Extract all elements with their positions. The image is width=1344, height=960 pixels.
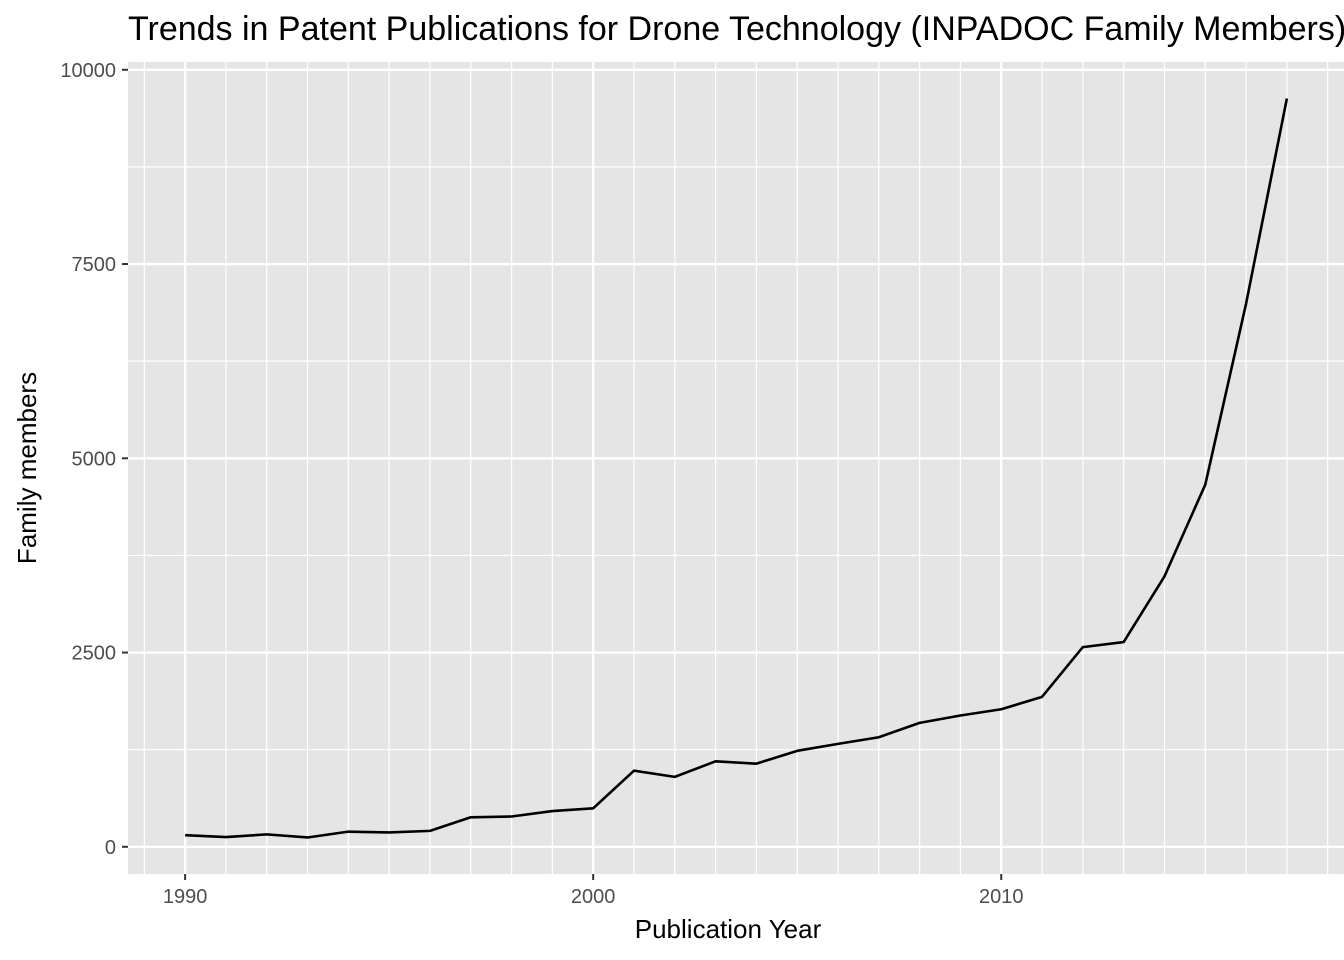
- series-line: [185, 98, 1289, 839]
- y-axis-title: Family members: [12, 372, 42, 564]
- chart-title: Trends in Patent Publications for Drone …: [128, 10, 1344, 48]
- x-axis-title: Publication Year: [635, 914, 822, 944]
- y-tick-label: 2500: [72, 643, 117, 665]
- y-tick-label: 7500: [72, 254, 117, 276]
- major-gridlines: [128, 62, 1344, 874]
- y-tick-label: 5000: [72, 448, 117, 470]
- x-tick-label: 1990: [163, 886, 208, 908]
- axes-layer: 1990 2000 2010 0 2500 5000 7500 10000: [60, 60, 1023, 908]
- y-tick-label: 10000: [60, 60, 116, 82]
- x-tick-label: 2000: [571, 886, 616, 908]
- minor-gridlines: [128, 62, 1344, 874]
- plot-panel: [128, 62, 1344, 874]
- x-tick-label: 2010: [979, 886, 1024, 908]
- y-tick-label: 0: [105, 837, 116, 859]
- series-layer: [185, 98, 1289, 839]
